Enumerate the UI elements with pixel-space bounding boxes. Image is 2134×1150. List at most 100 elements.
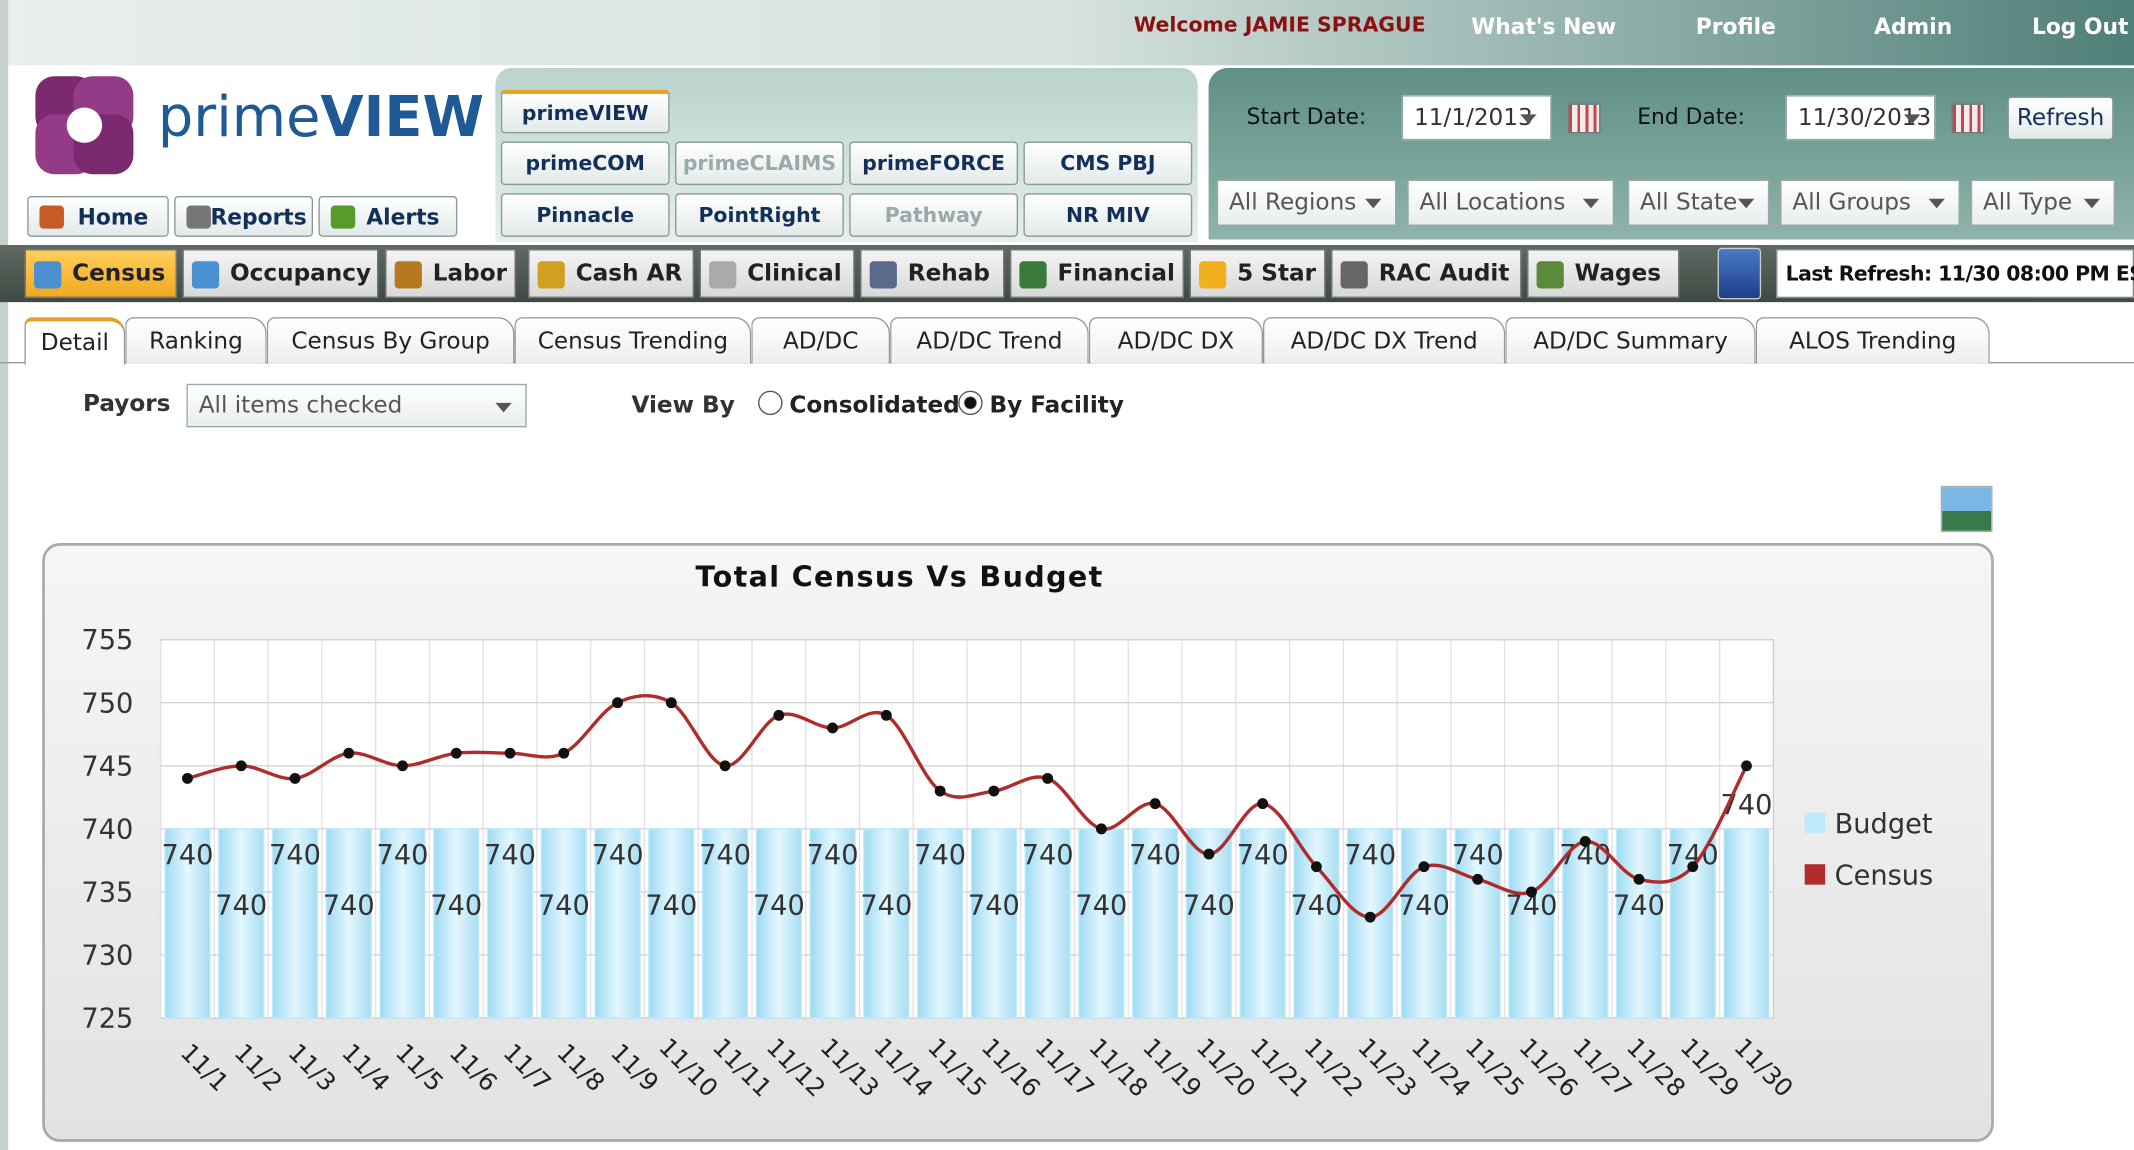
filter-dropdown[interactable]: All Locations [1407, 179, 1615, 226]
module-icon [191, 261, 220, 289]
payors-label: Payors [83, 390, 171, 418]
product-tab[interactable]: Pinnacle [500, 193, 670, 237]
bar [540, 828, 587, 1019]
product-tab[interactable]: PointRight [675, 193, 844, 237]
filter-dropdown[interactable]: All Regions [1216, 179, 1397, 226]
export-image-icon[interactable] [1940, 485, 1993, 533]
filter-dropdown[interactable]: All Groups [1780, 179, 1960, 226]
census-point [1203, 848, 1215, 860]
module-button[interactable]: Financial [1009, 249, 1185, 299]
bar-value-label: 740 [1022, 840, 1074, 871]
frame-edge [0, 0, 9, 1150]
product-tab[interactable]: primeFORCE [849, 141, 1019, 186]
census-point [1310, 861, 1322, 873]
y-tick-label: 740 [81, 814, 133, 845]
module-button[interactable]: Cash AR [528, 249, 695, 299]
module-button[interactable]: Wages [1527, 249, 1680, 299]
census-point [1687, 861, 1699, 873]
bar-value-label: 740 [1452, 840, 1504, 871]
bar [1508, 828, 1555, 1019]
census-point [450, 747, 462, 759]
view-by-label: View By [631, 391, 735, 420]
sub-tab[interactable]: AD/DC Trend [890, 317, 1089, 364]
quick-link[interactable]: Home [27, 195, 169, 237]
census-point [1633, 873, 1645, 885]
sub-tab[interactable]: Census Trending [514, 317, 752, 364]
start-label: Start Date: [1246, 103, 1367, 130]
bar-value-label: 740 [914, 840, 966, 871]
product-tab[interactable]: primeCLAIMS [675, 141, 844, 186]
bar-value-label: 740 [215, 891, 267, 922]
module-icon [1536, 261, 1564, 289]
y-tick-label: 725 [81, 1004, 133, 1035]
calendar-icon[interactable] [1951, 103, 1985, 134]
module-button[interactable]: Rehab [860, 249, 1005, 299]
module-icon [34, 261, 62, 289]
bar-value-label: 740 [860, 891, 912, 922]
census-point [827, 722, 839, 734]
refresh-button[interactable]: Refresh [2007, 96, 2114, 141]
bar-value-label: 740 [1344, 840, 1396, 871]
welcome: Welcome JAMIE SPRAGUE [1133, 12, 1426, 37]
bar [1669, 828, 1716, 1019]
filter-dropdown[interactable]: All State [1627, 179, 1770, 226]
bar [325, 828, 372, 1019]
sub-tab[interactable]: ALOS Trending [1755, 317, 1990, 364]
quick-link[interactable]: Alerts [318, 195, 458, 237]
sub-tab[interactable]: AD/DC DX [1088, 317, 1264, 364]
y-tick-label: 730 [81, 940, 133, 971]
module-button[interactable]: 5 Star [1189, 249, 1326, 299]
product-tab[interactable]: Pathway [849, 193, 1019, 237]
census-point [988, 785, 1000, 797]
radio[interactable] [758, 390, 783, 416]
bar [1132, 828, 1179, 1019]
sub-tab[interactable]: AD/DC Summary [1505, 317, 1756, 364]
census-point [289, 772, 301, 784]
legend-label: Budget [1835, 809, 1933, 840]
module-button[interactable]: Labor [385, 249, 516, 299]
census-point [719, 760, 731, 772]
header-link[interactable]: Log Out [2031, 13, 2129, 40]
module-button[interactable]: Census [24, 249, 177, 299]
radio-label[interactable]: Consolidated [789, 391, 960, 420]
sub-tab[interactable]: AD/DC DX Trend [1263, 317, 1506, 364]
module-button[interactable]: Occupancy [182, 249, 379, 299]
module-button[interactable]: RAC Audit [1331, 249, 1522, 299]
product-tab[interactable]: primeVIEW [500, 89, 670, 134]
bar-value-label: 740 [753, 891, 805, 922]
header-link[interactable]: What's New [1471, 13, 1617, 40]
calendar-icon[interactable] [1567, 103, 1601, 134]
census-point [1741, 760, 1752, 772]
product-tab[interactable]: primeCOM [500, 141, 670, 186]
bar [594, 828, 641, 1019]
sub-tab[interactable]: AD/DC [751, 317, 891, 364]
radio-label[interactable]: By Facility [989, 391, 1124, 420]
payors-dropdown[interactable]: All items checked [186, 383, 527, 428]
quick-link[interactable]: Reports [174, 195, 314, 237]
sub-tab[interactable]: Ranking [125, 317, 267, 364]
filter-dropdown[interactable]: All Type [1970, 179, 2115, 226]
bar-value-label: 740 [484, 840, 536, 871]
end-input[interactable]: 11/30/2013 [1785, 95, 1936, 141]
header-link[interactable]: Admin [1874, 13, 1953, 40]
bar-value-label: 740 [1613, 891, 1665, 922]
end-label: End Date: [1637, 103, 1745, 130]
census-point [235, 760, 247, 772]
product-tab[interactable]: NR MIV [1023, 193, 1193, 237]
census-point [1149, 798, 1161, 810]
product-tab[interactable]: CMS PBJ [1023, 141, 1193, 186]
bar-value-label: 740 [1129, 840, 1181, 871]
census-point [1418, 861, 1430, 873]
bar-value-label: 740 [430, 891, 482, 922]
sub-tab[interactable]: Detail [24, 317, 126, 365]
bar [379, 828, 426, 1019]
module-button[interactable]: Clinical [699, 249, 855, 299]
module-label: Occupancy [230, 259, 372, 288]
start-input[interactable]: 11/1/2013 [1401, 95, 1552, 141]
radio[interactable] [958, 390, 983, 416]
header-link[interactable]: Profile [1695, 13, 1776, 40]
help-icon[interactable] [1717, 247, 1762, 300]
sub-tab[interactable]: Census By Group [266, 317, 515, 364]
census-point [1579, 836, 1591, 847]
